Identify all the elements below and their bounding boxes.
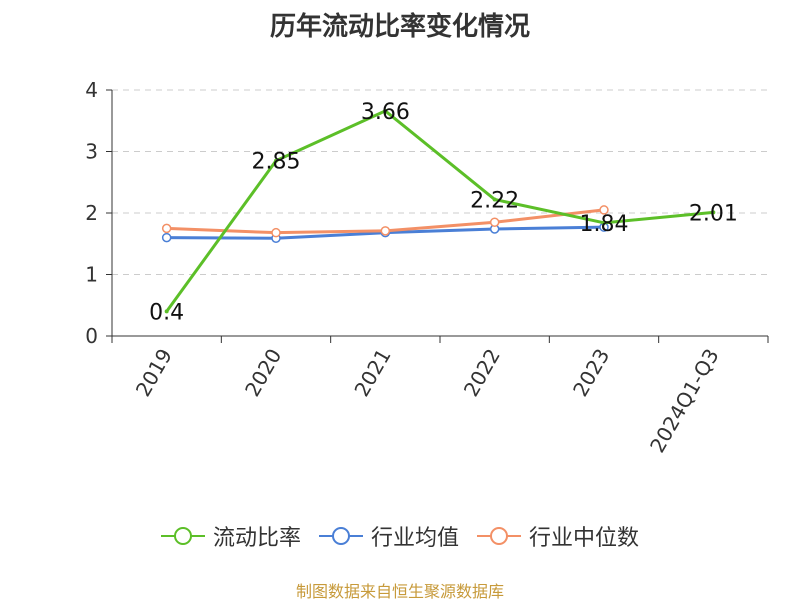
x-tick-label: 2019 [131, 345, 177, 401]
data-point[interactable] [599, 205, 609, 215]
data-point[interactable] [161, 232, 172, 243]
legend-item-current-ratio[interactable]: 流动比率 [160, 520, 301, 552]
legend: 流动比率 行业均值 行业中位数 [0, 520, 800, 552]
data-point[interactable] [492, 197, 497, 202]
x-tick-label: 2022 [459, 344, 505, 400]
data-point[interactable] [711, 210, 716, 215]
data-label: 2.01 [689, 201, 738, 226]
legend-item-industry-median[interactable]: 行业中位数 [477, 520, 639, 552]
legend-label: 行业中位数 [529, 526, 640, 551]
data-label: 1.84 [580, 212, 629, 237]
data-point[interactable] [164, 309, 169, 314]
x-tick-label: 2024Q1-Q3 [645, 345, 724, 457]
data-point[interactable] [602, 220, 606, 225]
data-label: 3.66 [361, 100, 410, 125]
y-tick-label: 0 [85, 324, 98, 348]
y-tick-label: 4 [85, 78, 98, 102]
x-tick-label: 2023 [568, 345, 614, 401]
data-label: 0.4 [149, 300, 184, 325]
data-point[interactable] [271, 227, 281, 238]
legend-item-industry-mean[interactable]: 行业均值 [318, 520, 459, 552]
series-line [165, 109, 714, 313]
data-point[interactable] [274, 158, 278, 163]
data-point[interactable] [489, 217, 500, 227]
chart-title: 历年流动比率变化情况 [269, 12, 530, 42]
y-tick-label: 2 [85, 201, 98, 225]
x-tick-label: 2021 [349, 345, 395, 401]
legend-label: 行业均值 [370, 526, 459, 551]
source-note: 制图数据来自恒生聚源数据库 [295, 582, 504, 601]
data-label: 2.85 [252, 150, 301, 175]
series-lines [161, 108, 716, 314]
axes: 0 1 2 3 4 2019 2020 2021 2022 2023 2024Q1-Q3 [85, 78, 769, 457]
legend-marker-icon [477, 527, 521, 545]
x-tick-label: 2020 [240, 345, 286, 401]
legend-label: 流动比率 [212, 526, 301, 551]
legend-marker-icon [160, 527, 205, 545]
data-point[interactable] [161, 223, 172, 234]
data-point[interactable] [380, 226, 391, 236]
data-label: 2.22 [470, 188, 519, 213]
y-tick-label: 1 [85, 263, 98, 287]
data-labels: 0.4 2.85 3.66 2.22 1.84 2.01 [149, 100, 738, 325]
data-point[interactable] [383, 108, 388, 113]
y-tick-label: 3 [85, 140, 98, 164]
legend-marker-icon [318, 527, 363, 545]
grid-lines [112, 89, 768, 275]
